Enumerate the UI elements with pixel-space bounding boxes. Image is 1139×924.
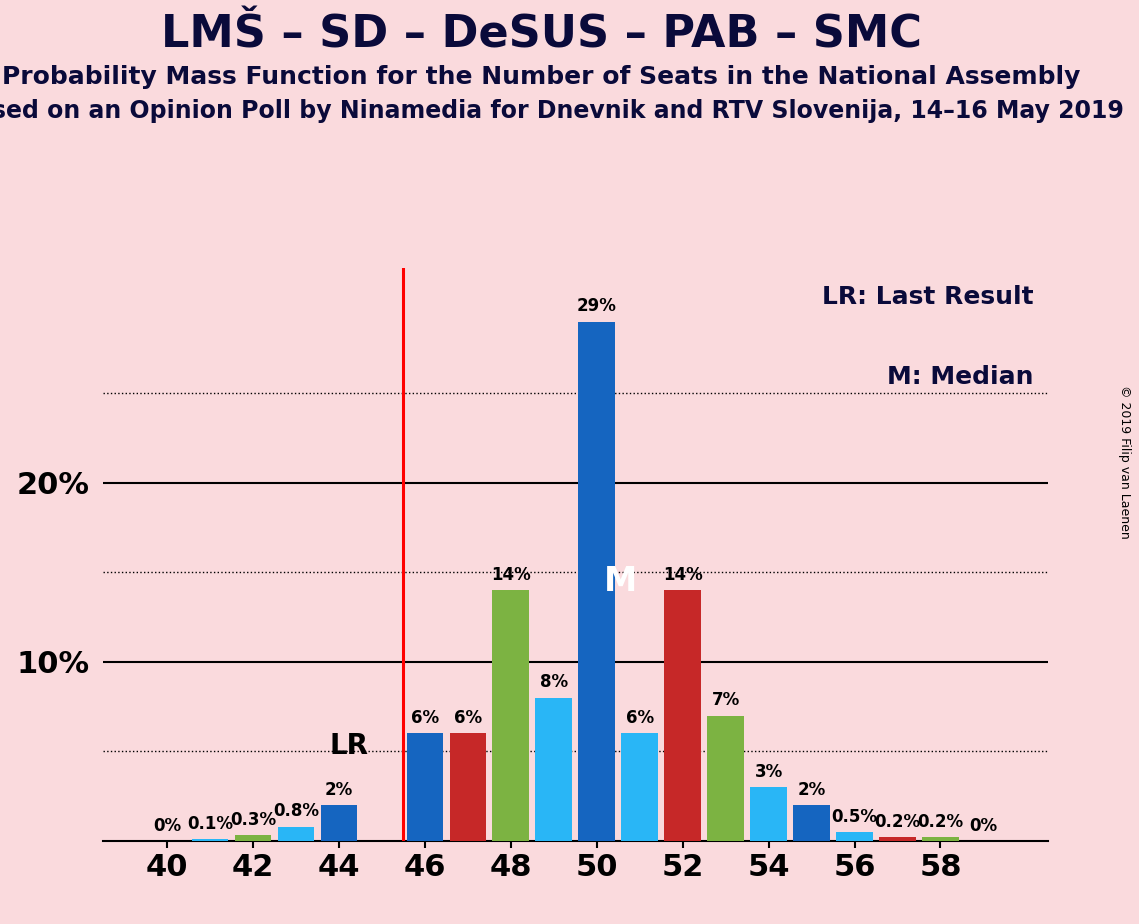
- Bar: [579, 322, 615, 841]
- Bar: [278, 826, 314, 841]
- Bar: [191, 839, 228, 841]
- Bar: [320, 805, 358, 841]
- Text: M: M: [604, 565, 637, 598]
- Text: 3%: 3%: [754, 763, 782, 781]
- Text: 0.1%: 0.1%: [187, 815, 233, 833]
- Text: 14%: 14%: [663, 565, 703, 584]
- Text: 6%: 6%: [453, 709, 482, 727]
- Text: 0.5%: 0.5%: [831, 808, 877, 826]
- Text: 0%: 0%: [153, 817, 181, 834]
- Text: 14%: 14%: [491, 565, 531, 584]
- Text: 0.3%: 0.3%: [230, 811, 276, 829]
- Bar: [407, 734, 443, 841]
- Text: 6%: 6%: [625, 709, 654, 727]
- Bar: [450, 734, 486, 841]
- Text: 7%: 7%: [712, 691, 739, 710]
- Text: Probability Mass Function for the Number of Seats in the National Assembly: Probability Mass Function for the Number…: [2, 65, 1080, 89]
- Bar: [664, 590, 700, 841]
- Text: 6%: 6%: [411, 709, 439, 727]
- Text: 2%: 2%: [325, 781, 353, 798]
- Bar: [879, 837, 916, 841]
- Text: M: Median: M: Median: [887, 365, 1034, 389]
- Text: 0.2%: 0.2%: [917, 813, 964, 831]
- Bar: [492, 590, 528, 841]
- Text: 0%: 0%: [969, 817, 998, 834]
- Text: 29%: 29%: [576, 298, 616, 315]
- Bar: [836, 832, 872, 841]
- Bar: [235, 835, 271, 841]
- Text: LR: LR: [330, 732, 369, 760]
- Bar: [751, 787, 787, 841]
- Bar: [793, 805, 830, 841]
- Bar: [923, 837, 959, 841]
- Bar: [622, 734, 658, 841]
- Text: LR: Last Result: LR: Last Result: [822, 286, 1034, 310]
- Text: 8%: 8%: [540, 674, 567, 691]
- Bar: [707, 715, 744, 841]
- Text: 0.2%: 0.2%: [875, 813, 920, 831]
- Text: Based on an Opinion Poll by Ninamedia for Dnevnik and RTV Slovenija, 14–16 May 2: Based on an Opinion Poll by Ninamedia fo…: [0, 99, 1124, 123]
- Text: 2%: 2%: [797, 781, 826, 798]
- Text: LMŠ – SD – DeSUS – PAB – SMC: LMŠ – SD – DeSUS – PAB – SMC: [161, 14, 921, 57]
- Text: © 2019 Filip van Laenen: © 2019 Filip van Laenen: [1118, 385, 1131, 539]
- Bar: [535, 698, 572, 841]
- Text: 0.8%: 0.8%: [273, 802, 319, 821]
